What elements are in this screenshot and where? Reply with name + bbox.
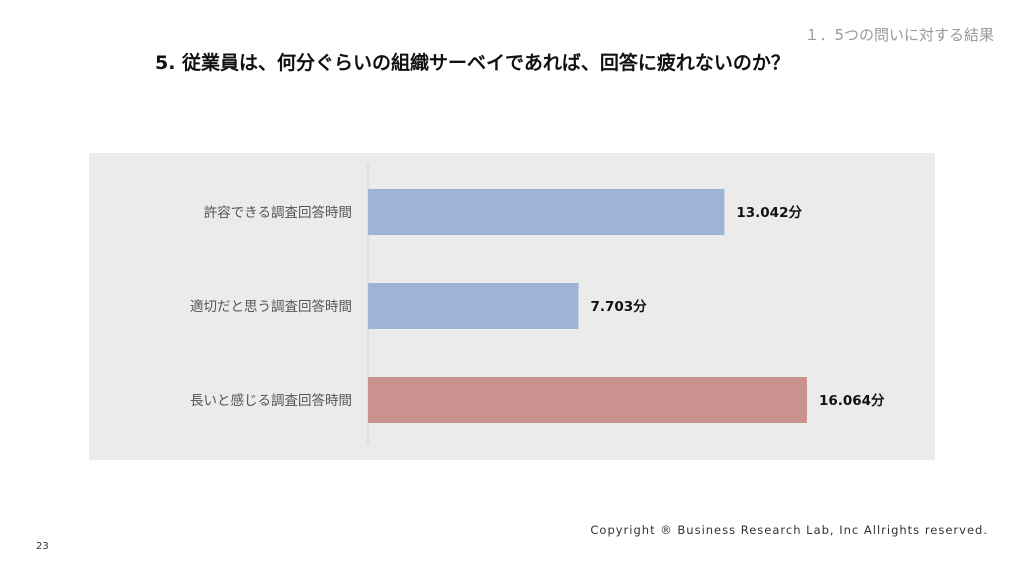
bar <box>368 377 807 423</box>
category-label: 長いと感じる調査回答時間 <box>190 392 352 409</box>
page-title: 5. 従業員は、何分ぐらいの組織サーベイであれば、回答に疲れないのか？ <box>155 52 790 74</box>
category-label: 許容できる調査回答時間 <box>204 204 352 221</box>
category-label: 適切だと思う調査回答時間 <box>190 298 352 315</box>
data-label: 7.703分 <box>590 299 647 315</box>
section-label: １．5つの問いに対する結果 <box>804 26 994 44</box>
bar-chart: 許容できる調査回答時間 13.042分適切だと思う調査回答時間 7.703分長いと感… <box>89 153 935 460</box>
page-number: 23 <box>36 541 49 552</box>
data-label: 13.042分 <box>736 205 802 221</box>
bar <box>368 189 725 235</box>
bar <box>368 283 579 329</box>
copyright-notice: Copyright ® Business Research Lab, Inc A… <box>590 523 988 537</box>
data-label: 16.064分 <box>819 393 885 409</box>
